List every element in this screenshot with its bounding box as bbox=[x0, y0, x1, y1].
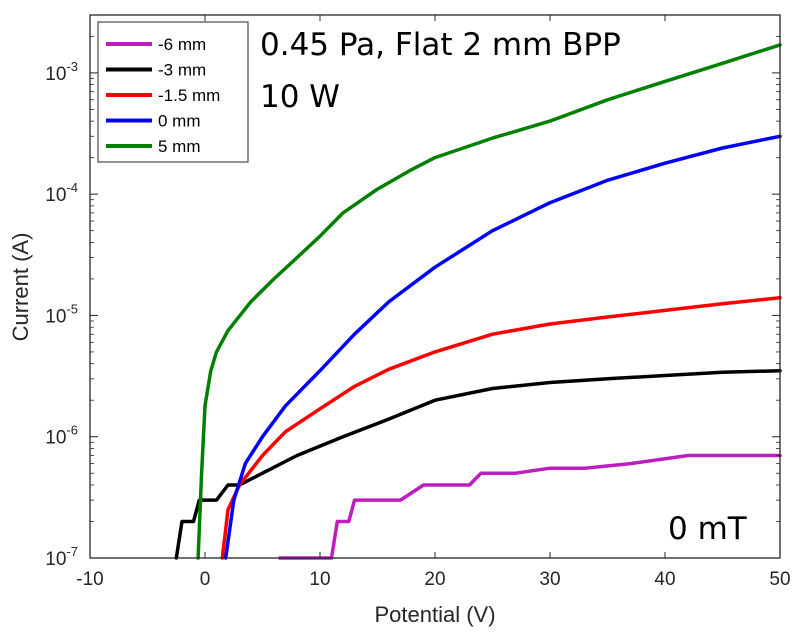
series-line bbox=[174, 368, 782, 560]
y-tick-base: 10 bbox=[45, 306, 66, 327]
legend-label: -6 mm bbox=[158, 35, 206, 54]
y-axis-title: Current (A) bbox=[8, 233, 33, 342]
y-tick-exponent: -6 bbox=[66, 423, 78, 438]
x-tick-label: 0 bbox=[200, 569, 211, 590]
legend: -6 mm -3 mm -1.5 mm 0 mm 5 mm bbox=[97, 21, 249, 163]
x-tick-label: 40 bbox=[654, 569, 675, 590]
y-tick-base: 10 bbox=[45, 185, 66, 206]
y-tick-base: 10 bbox=[45, 64, 66, 85]
series-line bbox=[278, 453, 782, 560]
y-tick-exponent: -5 bbox=[66, 301, 78, 316]
y-tick-exponent: -7 bbox=[66, 544, 78, 559]
x-axis-title: Potential (V) bbox=[374, 602, 495, 627]
annotation-power: 10 W bbox=[260, 79, 340, 115]
series-layer bbox=[174, 43, 782, 560]
y-tick-exponent: -3 bbox=[66, 59, 78, 74]
y-tick-label: 10-5 bbox=[45, 301, 78, 327]
y-tick-label: 10-4 bbox=[45, 180, 78, 206]
legend-label: 0 mm bbox=[158, 112, 201, 131]
x-tick-label: 20 bbox=[424, 569, 445, 590]
legend-label: -1.5 mm bbox=[158, 86, 220, 105]
x-tick-label: 10 bbox=[309, 569, 330, 590]
x-tick-label: -10 bbox=[76, 569, 103, 590]
y-tick-exponent: -4 bbox=[66, 180, 78, 195]
series-line bbox=[220, 295, 782, 560]
x-tick-labels: -10 0 10 20 30 40 50 bbox=[76, 569, 790, 590]
plot-frame bbox=[89, 14, 781, 559]
y-tick-base: 10 bbox=[45, 428, 66, 449]
y-tick-label: 10-3 bbox=[45, 59, 78, 85]
series-line bbox=[196, 43, 782, 560]
annotation-condition: 0.45 Pa, Flat 2 mm BPP bbox=[260, 27, 621, 63]
y-tick-base: 10 bbox=[45, 549, 66, 570]
legend-label: 5 mm bbox=[158, 137, 201, 156]
legend-label: -3 mm bbox=[158, 61, 206, 80]
x-tick-label: 30 bbox=[539, 569, 560, 590]
y-tick-labels: 10-710-610-510-410-3 bbox=[45, 59, 78, 570]
y-tick-label: 10-7 bbox=[45, 544, 78, 570]
x-tick-label: 50 bbox=[769, 569, 790, 590]
series-line bbox=[223, 134, 782, 560]
annotation-field: 0 mT bbox=[668, 511, 748, 547]
y-tick-label: 10-6 bbox=[45, 423, 78, 449]
